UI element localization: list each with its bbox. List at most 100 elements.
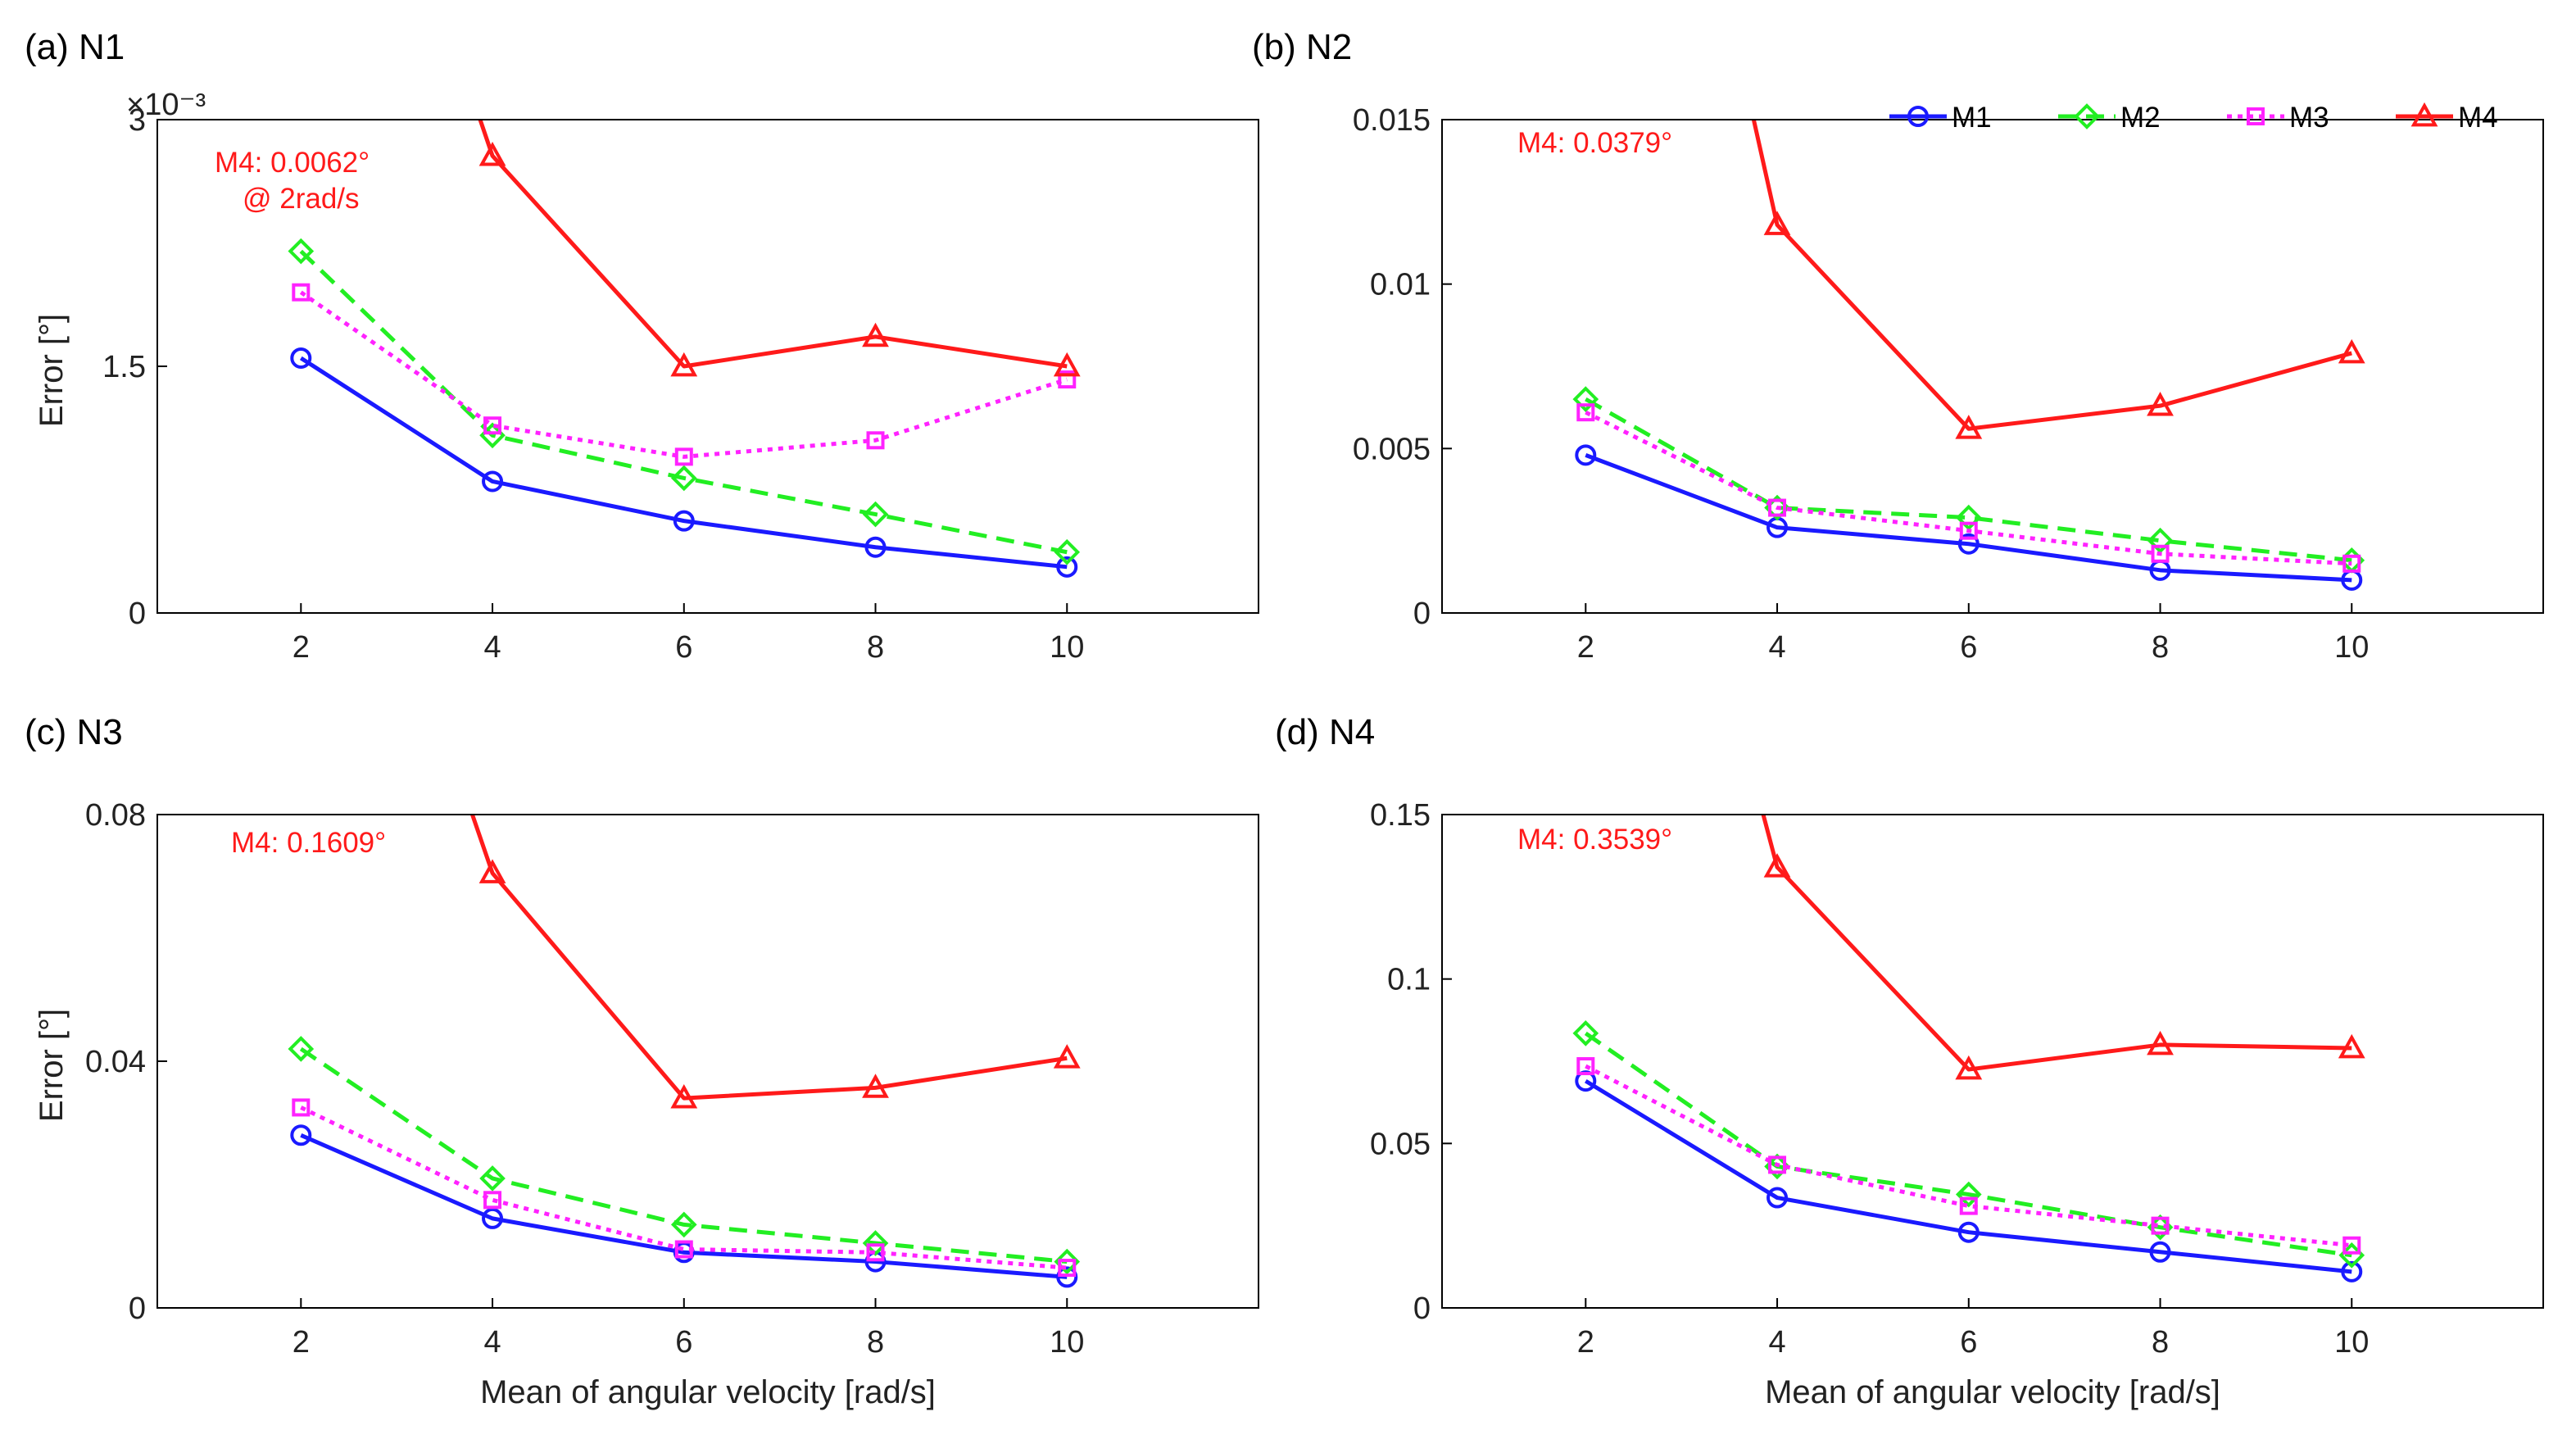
panel-b-ytick-label: 0.005: [1353, 432, 1431, 466]
panel-d-series-m3-point: [1959, 1196, 1978, 1215]
legend-m2-marker: [2074, 103, 2100, 129]
panel-a-ytick-label: 0: [129, 597, 146, 631]
panel-c-ytick-label: 0.04: [85, 1045, 146, 1079]
panel-d-series-m3-point: [1576, 1057, 1595, 1076]
panel-a-series-m4-point: [862, 322, 889, 347]
panel-c-series-m1-point: [290, 1124, 312, 1146]
panel-c-series-m3-point: [1058, 1259, 1077, 1278]
panel-b-series-m3-point: [2342, 554, 2361, 573]
panel-b-annotation: M4: 0.0379°: [1517, 127, 1672, 159]
panel-a-series-m4-line: [478, 120, 1068, 369]
panel-d: (d) N4 Mean of angular velocity [rad/s] …: [1275, 712, 2544, 1410]
panel-a-series-m1-point: [1056, 556, 1078, 578]
panel-c-series-m2-point: [670, 1211, 697, 1238]
panel-b-xtick-label: 2: [1577, 630, 1594, 665]
panel-c-xtick-label: 10: [1050, 1325, 1084, 1360]
panel-d-series-m1-point: [1957, 1221, 1980, 1243]
panel-c-series-m2-point: [479, 1165, 506, 1192]
panel-a-series-m1-point: [290, 347, 312, 369]
panel-d-ytick-label: 0.1: [1387, 963, 1431, 997]
panel-d-series-m2-point: [1955, 1181, 1982, 1208]
panel-a-series: [288, 120, 1081, 578]
panel-a-xtick-label: 2: [293, 630, 310, 665]
panel-c: (c) N3 Error [°] Mean of angular velocit…: [25, 712, 1259, 1410]
panel-a-series-m2-point: [670, 465, 697, 492]
panel-a-series-m1-point: [864, 536, 887, 558]
panel-b-ticks: 2 4 6 8 10 0 0.005 0.01 0.015: [1353, 103, 2369, 665]
panel-b-xtick-label: 6: [1960, 630, 1977, 665]
panel-d-axes-frame: [1441, 814, 2544, 1309]
panel-a-series-m3-point: [292, 283, 311, 302]
panel-a-ytick-label: 3: [129, 103, 146, 138]
panel-c-title: (c) N3: [25, 712, 123, 752]
panel-b-series-m1-point: [1957, 533, 1980, 555]
panel-c-series-m3-point: [483, 1191, 502, 1210]
panel-a-series-m2-point: [288, 238, 315, 265]
panel-d-series-m4-point: [2338, 1033, 2365, 1059]
panel-d-xtick-label: 4: [1768, 1325, 1785, 1360]
panel-b-series-m4-point: [1763, 211, 1791, 235]
legend-m1-label: M1: [1952, 102, 1992, 134]
panel-c-x-axis-label: Mean of angular velocity [rad/s]: [480, 1374, 936, 1410]
panel-a-series-m3-line: [299, 290, 1068, 459]
panel-d-series-m3-point: [2342, 1236, 2361, 1255]
panel-c-series-m4-line: [469, 815, 1068, 1101]
panel-d-series-m2-line: [1584, 1031, 2352, 1258]
panel-a-axes-frame: [156, 119, 1259, 614]
panel-c-series-m3-point: [292, 1098, 311, 1117]
legend-m3-label: M3: [2289, 102, 2329, 134]
panel-c-series-m2-point: [862, 1230, 889, 1256]
panel-c-series-m2-point: [288, 1036, 315, 1062]
panel-c-axes-frame: [156, 814, 1259, 1309]
panel-d-ticks: 2 4 6 8 10 0 0.05 0.1 0.15: [1370, 798, 2369, 1360]
panel-b-series-m3-point: [1959, 521, 1978, 540]
panel-a-annotation: M4: 0.0062°: [215, 147, 370, 179]
panel-d-series-m3-line: [1585, 1064, 2352, 1248]
panel-a-series-m2-line: [299, 249, 1068, 555]
panel-c-series-m4-point: [862, 1074, 889, 1098]
panel-b-series-m4-point: [2147, 392, 2174, 416]
panel-d-series-m4-line: [1761, 815, 2352, 1072]
panel-c-xtick-label: 8: [867, 1325, 884, 1360]
panel-c-series-m3-point: [866, 1243, 885, 1262]
legend-item-m1: M1: [1889, 102, 1992, 134]
panel-a-series-m3-point: [483, 416, 502, 435]
panel-c-series-m1-point: [482, 1207, 504, 1229]
panel-d-series-m1-point: [2149, 1241, 2171, 1263]
panel-b-ytick-label: 0.01: [1370, 268, 1431, 302]
panel-c-xtick-label: 6: [675, 1325, 692, 1360]
panel-b-ytick-label: 0.015: [1353, 103, 1431, 138]
panel-a-series-m1-point: [482, 470, 504, 493]
panel-a-xtick-label: 4: [483, 630, 501, 665]
panel-b-series-m3-line: [1585, 410, 2352, 566]
panel-a-series-m2-point: [862, 501, 889, 528]
panel-d-series-m4-point: [1763, 853, 1791, 878]
panel-b-series-m4-line: [1751, 120, 2352, 431]
panel-d-ytick-label: 0.05: [1370, 1127, 1431, 1161]
panel-d-series-m1-point: [1766, 1187, 1789, 1209]
legend-item-m3: M3: [2227, 102, 2329, 134]
panel-b-xtick-label: 4: [1768, 630, 1785, 665]
panel-c-annotation: M4: 0.1609°: [231, 827, 386, 859]
panel-b-series-m3-point: [1768, 498, 1787, 517]
panel-c-xtick-label: 4: [483, 1325, 501, 1360]
legend-m3-marker: [2247, 107, 2265, 125]
panel-b-xtick-label: 10: [2334, 630, 2369, 665]
panel-a-annotation-line2: @ 2rad/s: [243, 183, 360, 215]
panel-d-series-m1-line: [1585, 1078, 2352, 1274]
panel-a-xtick-label: 10: [1050, 630, 1084, 665]
panel-a-series-m1-line: [299, 356, 1068, 570]
panel-d-xtick-label: 8: [2152, 1325, 2169, 1360]
panel-a-series-m4-point: [1053, 352, 1081, 377]
panel-c-series-m3-point: [674, 1240, 693, 1259]
panel-a-exponent-label: ×10⁻³: [126, 88, 206, 122]
panel-b-xtick-label: 8: [2152, 630, 2169, 665]
panel-c-series-m2-point: [1054, 1248, 1081, 1275]
panel-c-series-m1-point: [1056, 1266, 1078, 1288]
legend-m1-marker: [1907, 106, 1929, 127]
panel-c-series-m4-point: [1053, 1044, 1081, 1069]
legend-m2-label: M2: [2120, 102, 2161, 134]
panel-d-series-m4-point: [2147, 1030, 2174, 1055]
panel-a-xtick-label: 8: [867, 630, 884, 665]
